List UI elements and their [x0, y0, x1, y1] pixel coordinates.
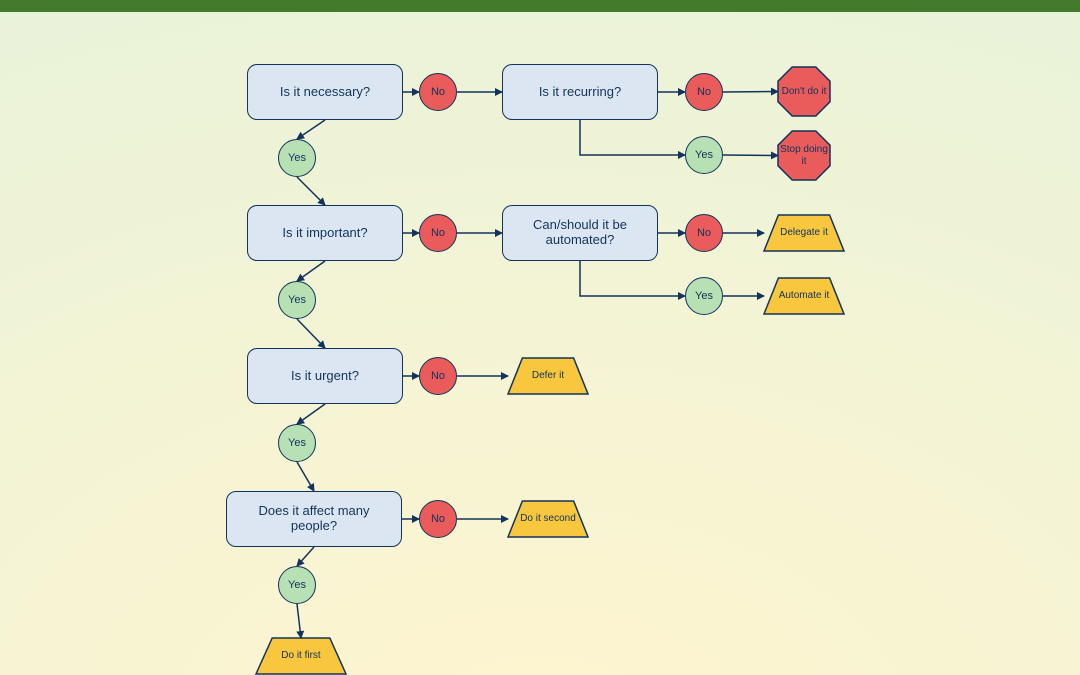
- decision-yes-q2y: Yes: [685, 136, 723, 174]
- question-box-q4: Can/should it be automated?: [502, 205, 658, 261]
- terminator-action-t3: Delegate it: [764, 215, 844, 251]
- decision-no-q2n: No: [685, 73, 723, 111]
- edge-q2y-t2: [723, 155, 778, 156]
- terminator-action-t4: Automate it: [764, 278, 844, 314]
- decision-no-q1n: No: [419, 73, 457, 111]
- terminator-stop-t2: Stop doing it: [778, 131, 830, 180]
- terminator-stop-t1: Don't do it: [778, 67, 830, 116]
- decision-yes-q4y: Yes: [685, 277, 723, 315]
- decision-yes-q6y: Yes: [278, 566, 316, 604]
- question-box-q5: Is it urgent?: [247, 348, 403, 404]
- question-box-q6: Does it affect many people?: [226, 491, 402, 547]
- question-box-q1: Is it necessary?: [247, 64, 403, 120]
- decision-yes-q5y: Yes: [278, 424, 316, 462]
- edge-q2n-t1: [723, 92, 778, 93]
- question-box-q3: Is it important?: [247, 205, 403, 261]
- terminator-action-t7: Do it first: [256, 638, 346, 674]
- decision-yes-q1y: Yes: [278, 139, 316, 177]
- decision-yes-q3y: Yes: [278, 281, 316, 319]
- flowchart-canvas: Is it necessary? No Is it recurring? No Don'…: [0, 0, 1080, 675]
- decision-no-q4n: No: [685, 214, 723, 252]
- decision-no-q6n: No: [419, 500, 457, 538]
- question-box-q2: Is it recurring?: [502, 64, 658, 120]
- decision-no-q3n: No: [419, 214, 457, 252]
- decision-no-q5n: No: [419, 357, 457, 395]
- terminator-action-t6: Do it second: [508, 501, 588, 537]
- terminator-action-t5: Defer it: [508, 358, 588, 394]
